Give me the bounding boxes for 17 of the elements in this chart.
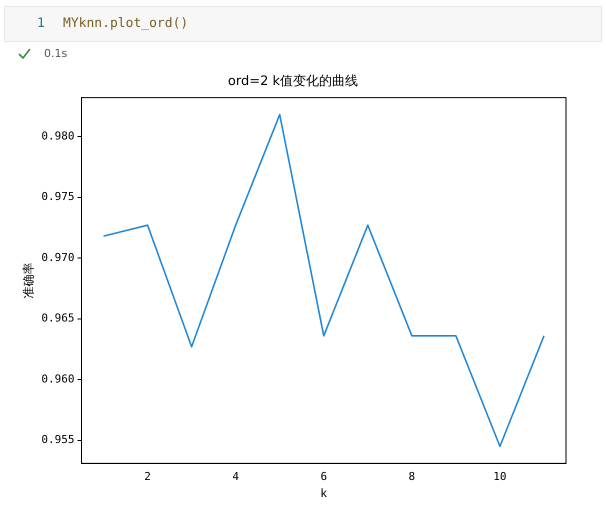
y-tick-label: 0.980	[41, 129, 75, 142]
text: 1	[37, 16, 45, 31]
y-tick-label: 0.955	[41, 433, 75, 446]
x-tick-label: 4	[232, 470, 240, 483]
y-tick-label: 0.970	[41, 250, 75, 264]
x-axis-title: k	[320, 486, 328, 500]
text: 0.1s	[44, 47, 68, 60]
x-tick-label: 6	[320, 470, 328, 483]
x-tick-label: 8	[408, 470, 416, 483]
chart-title: ord=2 k值变化的曲线	[228, 74, 358, 90]
x-tick-label: 2	[144, 470, 151, 483]
y-tick-label: 0.960	[41, 372, 75, 386]
x-tick-label: 10	[493, 470, 507, 483]
y-tick-label: 0.975	[41, 190, 75, 204]
y-tick-label: 0.965	[41, 312, 75, 325]
text: MYknn.plot_ord()	[63, 16, 188, 31]
y-axis-title: 准确率	[22, 262, 36, 298]
